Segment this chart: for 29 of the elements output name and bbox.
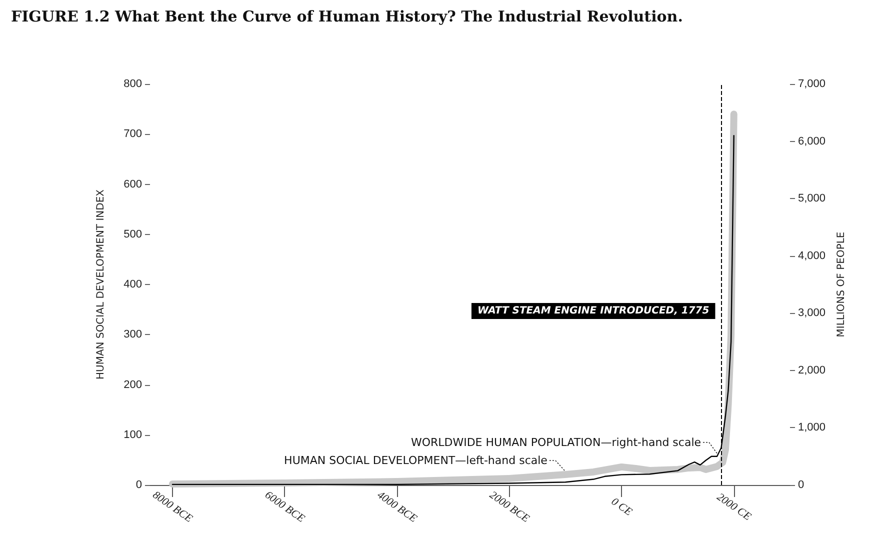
ref-line-label: WATT STEAM ENGINE INTRODUCED, 1775 — [477, 306, 710, 316]
y2-axis-title: MILLIONS OF PEOPLE — [836, 232, 847, 338]
y-tick-label: 800 — [124, 78, 142, 90]
y-tick-label: 400 — [124, 278, 142, 290]
y2-tick-label: 4,000 — [798, 250, 826, 262]
y2-tick-label: 7,000 — [798, 78, 826, 90]
y-tick-label: 100 — [124, 428, 142, 441]
y2-tick-label: 6,000 — [798, 135, 826, 148]
y-tick-label: 300 — [124, 328, 142, 341]
x-tick-label: 8000 BCE — [150, 489, 195, 526]
y-tick-label: 200 — [124, 378, 142, 391]
y2-tick-label: 0 — [798, 479, 804, 491]
y2-tick-label: 2,000 — [798, 364, 826, 376]
y-tick-label: 700 — [124, 128, 142, 140]
y2-tick-label: 1,000 — [798, 422, 826, 434]
series-label: WORLDWIDE HUMAN POPULATION—right-hand scale — [410, 436, 702, 449]
x-tick-label: 6000 BCE — [262, 489, 308, 526]
y-tick-label: 500 — [124, 228, 142, 240]
chart-title: FIGURE 1.2 What Bent the Curve of Human History? The Industrial Revolution. — [11, 8, 683, 26]
y-tick-label: 600 — [124, 178, 142, 190]
series-label: HUMAN SOCIAL DEVELOPMENT—left-hand scale — [284, 454, 548, 467]
x-tick-label: 4000 BCE — [374, 489, 420, 526]
y2-tick-label: 5,000 — [798, 192, 826, 205]
x-tick-label: 2000 CE — [714, 490, 754, 524]
y2-tick-label: 3,000 — [798, 307, 826, 320]
y-tick-label: 0 — [136, 479, 142, 491]
x-tick-label: 2000 BCE — [487, 489, 532, 526]
y-axis-title: HUMAN SOCIAL DEVELOPMENT INDEX — [96, 189, 106, 380]
x-tick-label: 0 CE — [609, 496, 634, 518]
